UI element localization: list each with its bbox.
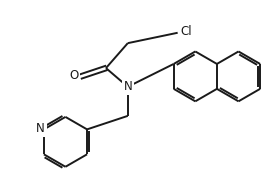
Text: O: O xyxy=(69,69,78,82)
Text: N: N xyxy=(123,80,132,93)
Text: N: N xyxy=(36,122,45,135)
Text: Cl: Cl xyxy=(180,25,192,38)
